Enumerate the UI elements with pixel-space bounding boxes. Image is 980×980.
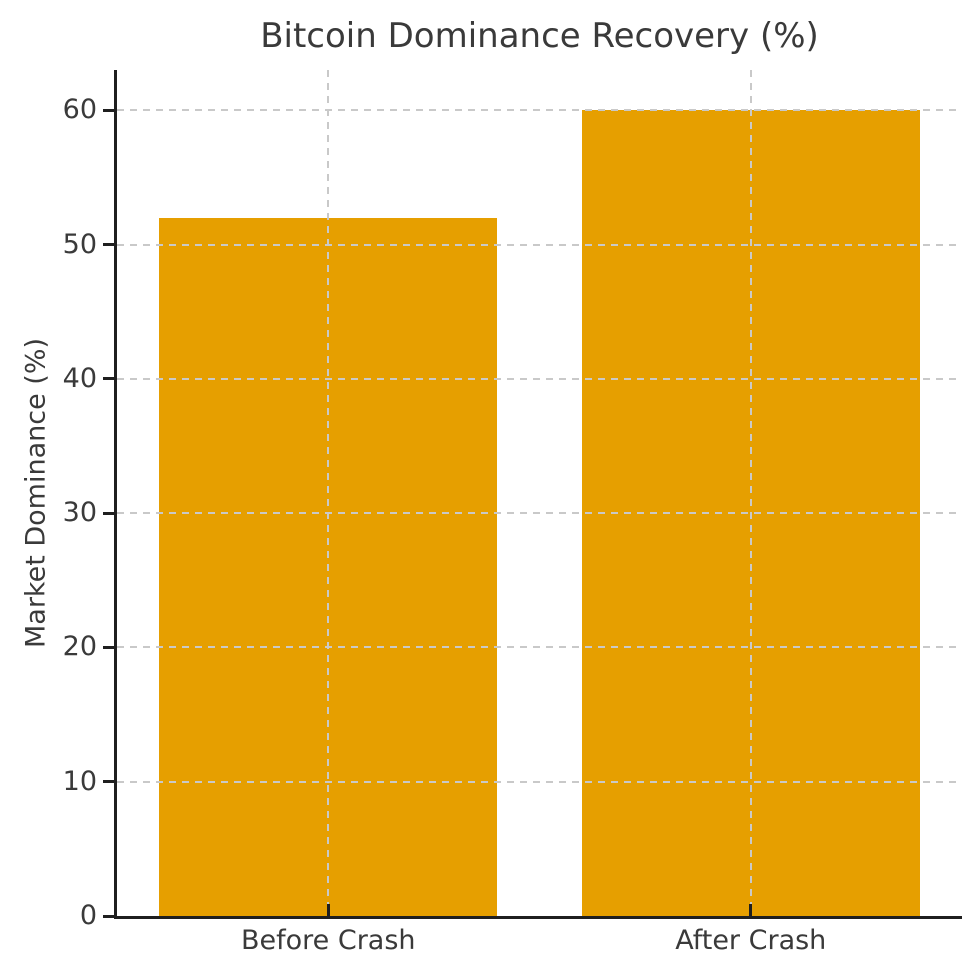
y-tick-mark [103, 645, 114, 649]
y-tick-label: 30 [62, 497, 97, 529]
y-tick-mark [103, 108, 114, 112]
y-tick-mark [103, 780, 114, 784]
x-tick-mark [326, 904, 330, 916]
left-spine [114, 70, 117, 919]
y-tick-mark [103, 377, 114, 381]
y-tick-label: 10 [62, 765, 97, 797]
y-tick-label: 0 [79, 900, 97, 931]
y-tick-label: 60 [62, 94, 97, 126]
y-tick-label: 20 [62, 631, 97, 663]
v-gridline [749, 70, 752, 916]
chart-title: Bitcoin Dominance Recovery (%) [260, 16, 819, 56]
y-tick-mark [103, 511, 114, 515]
y-tick-mark [103, 914, 114, 918]
h-gridline [117, 646, 962, 649]
x-tick-mark [749, 904, 753, 916]
y-tick-label: 50 [62, 228, 97, 260]
y-tick-label: 40 [62, 362, 97, 394]
h-gridline [117, 377, 962, 380]
h-gridline [117, 109, 962, 112]
h-gridline [117, 780, 962, 783]
v-gridline [327, 70, 330, 916]
h-gridline [117, 512, 962, 515]
y-tick-mark [103, 243, 114, 247]
x-tick-label-before-crash: Before Crash [240, 925, 416, 956]
x-tick-label-after-crash: After Crash [675, 925, 827, 956]
bottom-spine [114, 916, 962, 919]
h-gridline [117, 243, 962, 246]
